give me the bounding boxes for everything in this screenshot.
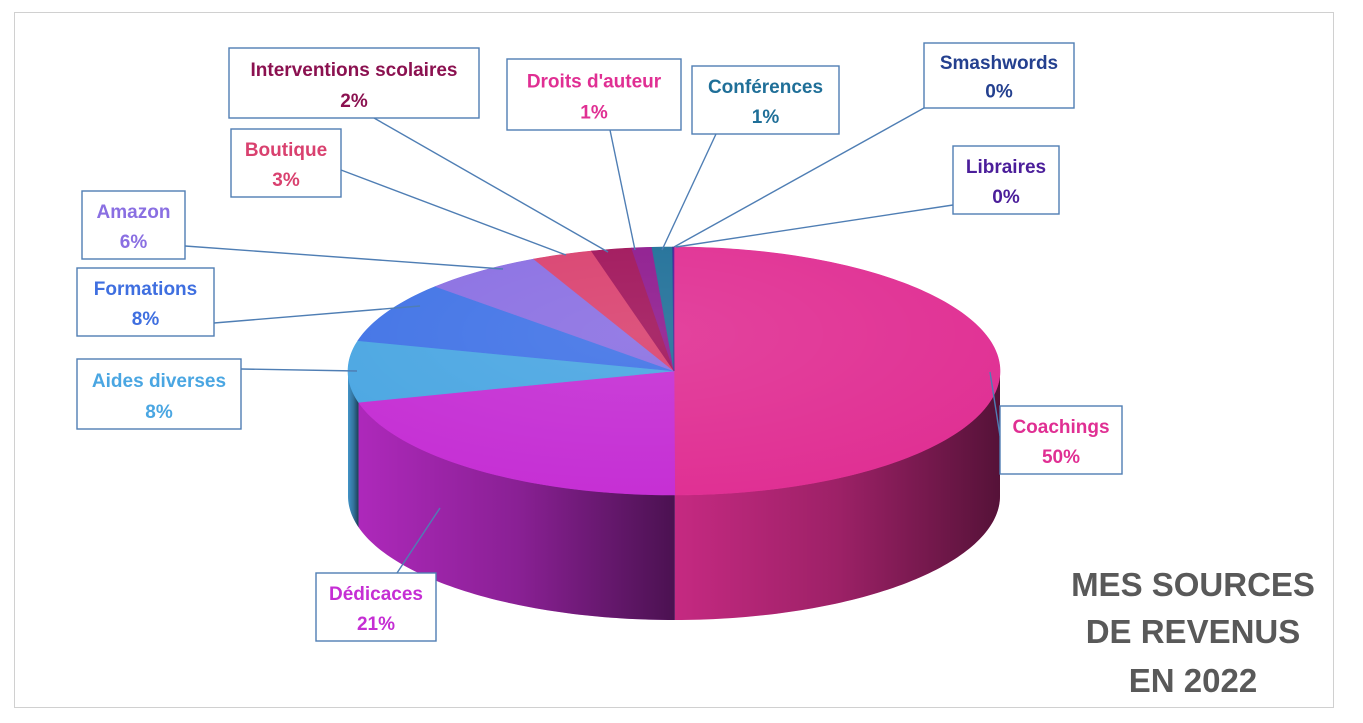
title-line-3: EN 2022 bbox=[1129, 662, 1257, 699]
data-label-box bbox=[228, 47, 480, 119]
data-label-value: 3% bbox=[272, 170, 300, 191]
data-label-value: 50% bbox=[1042, 447, 1080, 468]
data-label-category: Amazon bbox=[97, 202, 171, 223]
data-label-category: Droits d'auteur bbox=[527, 71, 662, 92]
leader-line-1 bbox=[396, 507, 441, 574]
data-label-value: 1% bbox=[580, 103, 608, 124]
data-label-value: 0% bbox=[985, 82, 1013, 103]
data-label-category: Conférences bbox=[708, 77, 823, 98]
data-label-box bbox=[230, 128, 342, 198]
leader-line-5 bbox=[340, 169, 567, 256]
data-label-category: Aides diverses bbox=[92, 371, 226, 392]
data-label-5: Boutique 3% bbox=[230, 128, 342, 198]
chart-title: MES SOURCES DE REVENUS EN 2022 bbox=[1071, 566, 1315, 699]
data-label-box bbox=[691, 65, 840, 135]
data-label-value: 2% bbox=[340, 91, 368, 112]
slice-side-shade-2 bbox=[348, 371, 359, 528]
data-label-box bbox=[506, 58, 682, 131]
data-label-box bbox=[81, 190, 186, 260]
data-label-9: Smashwords 0% bbox=[923, 42, 1075, 109]
leader-line-4 bbox=[184, 245, 504, 270]
data-label-0: Coachings 50% bbox=[999, 405, 1123, 475]
data-label-value: 8% bbox=[145, 402, 173, 423]
data-label-value: 21% bbox=[357, 614, 395, 635]
data-label-category: Coachings bbox=[1012, 417, 1109, 438]
data-label-box bbox=[76, 358, 242, 430]
data-label-category: Dédicaces bbox=[329, 584, 423, 605]
data-label-7: Droits d'auteur 1% bbox=[506, 58, 682, 131]
data-label-category: Interventions scolaires bbox=[251, 60, 458, 81]
data-label-value: 6% bbox=[120, 232, 148, 253]
data-label-8: Conférences 1% bbox=[691, 65, 840, 135]
leader-line-6 bbox=[373, 117, 609, 253]
pie-top-shine bbox=[348, 247, 1000, 495]
data-label-box bbox=[76, 267, 215, 337]
leader-line-8 bbox=[661, 133, 717, 251]
data-label-box bbox=[999, 405, 1123, 475]
data-label-box bbox=[923, 42, 1075, 109]
pie-top-layer bbox=[347, 246, 1001, 496]
data-label-3: Formations 8% bbox=[76, 267, 215, 337]
data-label-category: Formations bbox=[94, 279, 197, 300]
data-label-value: 0% bbox=[992, 187, 1020, 208]
data-label-6: Interventions scolaires 2% bbox=[228, 47, 480, 119]
data-label-category: Smashwords bbox=[940, 53, 1058, 74]
data-label-2: Aides diverses 8% bbox=[76, 358, 242, 430]
slice-side-shade-0 bbox=[674, 371, 1000, 620]
leader-lines bbox=[184, 107, 1001, 574]
leader-line-3 bbox=[213, 305, 421, 324]
data-label-value: 8% bbox=[132, 309, 160, 330]
data-label-category: Libraires bbox=[966, 157, 1046, 178]
leader-line-7 bbox=[609, 129, 636, 251]
data-label-category: Boutique bbox=[245, 140, 327, 161]
title-line-2: DE REVENUS bbox=[1086, 613, 1301, 650]
data-label-4: Amazon 6% bbox=[81, 190, 186, 260]
data-label-box bbox=[315, 572, 437, 642]
chart-frame bbox=[14, 12, 1334, 708]
data-label-value: 1% bbox=[752, 107, 780, 128]
title-line-1: MES SOURCES bbox=[1071, 566, 1315, 603]
data-labels: Coachings 50% Dédicaces 21% Aides diverses 8%… bbox=[76, 42, 1123, 642]
data-label-10: Libraires 0% bbox=[952, 145, 1060, 215]
leader-line-0 bbox=[989, 371, 1001, 437]
leader-line-2 bbox=[240, 368, 358, 372]
leader-line-10 bbox=[675, 204, 954, 248]
data-label-box bbox=[952, 145, 1060, 215]
data-label-1: Dédicaces 21% bbox=[315, 572, 437, 642]
leader-line-9 bbox=[673, 107, 925, 248]
